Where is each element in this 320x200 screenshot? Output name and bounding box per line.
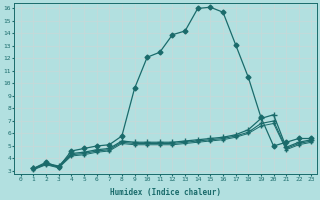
X-axis label: Humidex (Indice chaleur): Humidex (Indice chaleur): [110, 188, 221, 197]
